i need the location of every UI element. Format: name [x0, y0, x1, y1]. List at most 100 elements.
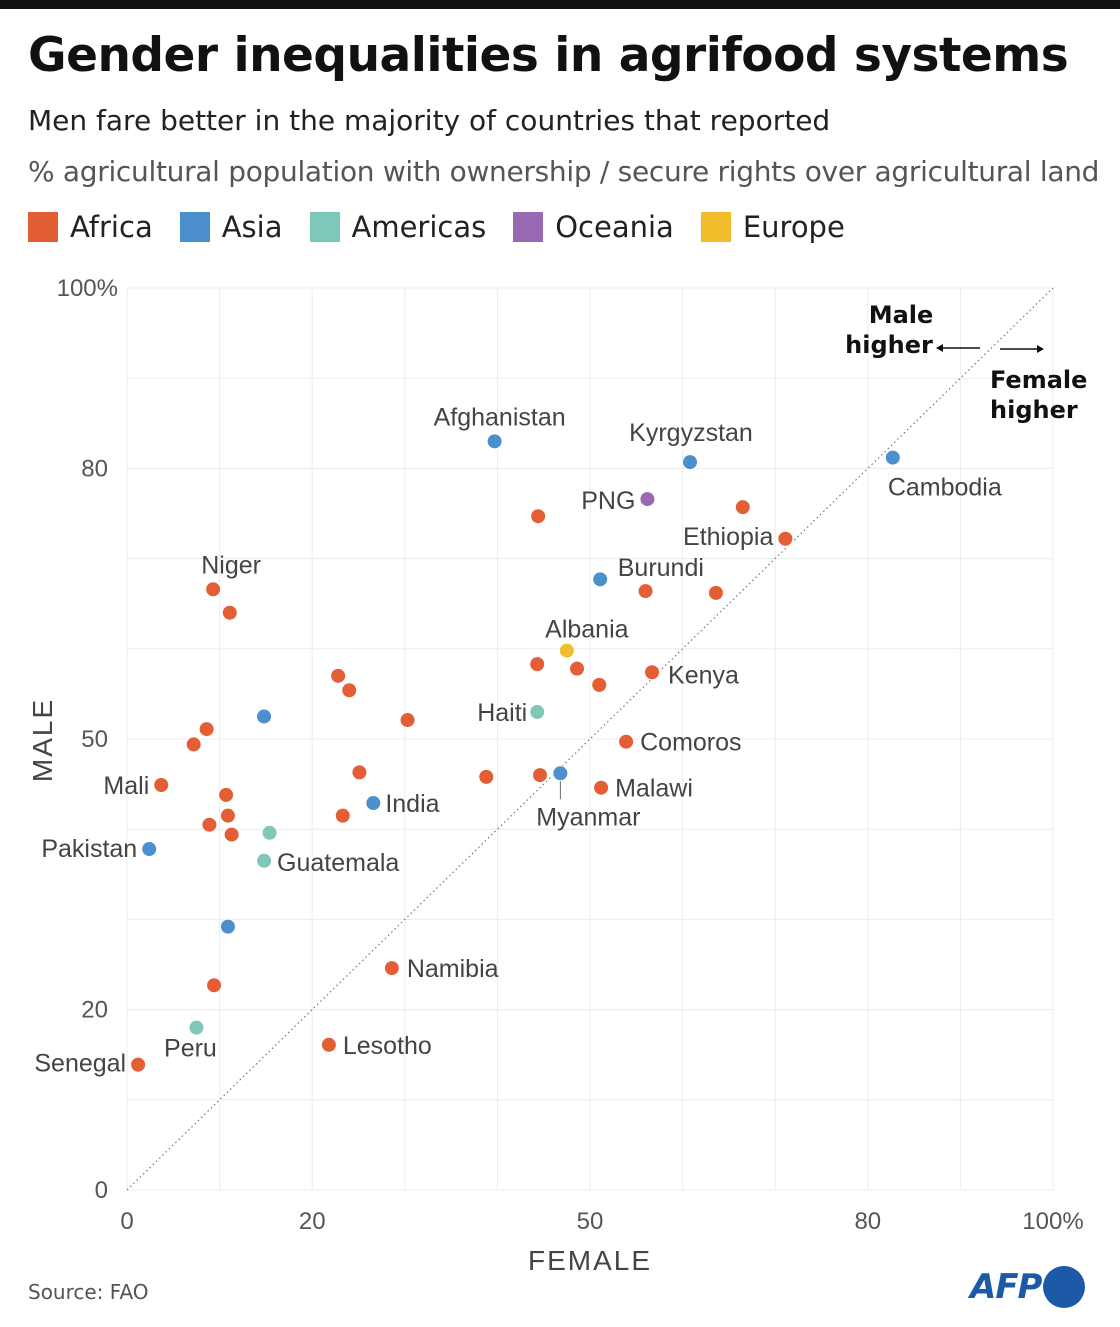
- legend-label: Asia: [221, 210, 283, 244]
- x-tick-label: 80: [854, 1208, 881, 1235]
- legend-label: Oceania: [555, 210, 674, 244]
- chart-title: Gender inequalities in agrifood systems: [28, 28, 1069, 83]
- point-label: Guatemala: [277, 849, 399, 877]
- data-point-africa: [153, 777, 170, 794]
- data-point-africa: [777, 530, 794, 547]
- afp-logo-text: AFP: [970, 1267, 1042, 1307]
- data-point-africa: [591, 676, 608, 693]
- top-bar: [0, 0, 1120, 9]
- data-point-africa: [644, 664, 661, 681]
- legend-item-asia: Asia: [179, 210, 283, 244]
- data-point-africa: [334, 807, 351, 824]
- data-point-americas: [188, 1019, 205, 1036]
- point-label: India: [385, 790, 439, 818]
- legend-swatch: [700, 212, 731, 242]
- arrow-right-head: [1037, 345, 1044, 353]
- point-label: Burundi: [618, 554, 704, 582]
- data-point-africa: [707, 584, 724, 601]
- data-point-africa: [351, 764, 368, 781]
- data-point-africa: [569, 660, 586, 677]
- legend-swatch: [309, 212, 340, 242]
- data-point-asia: [141, 841, 158, 858]
- data-point-africa: [618, 733, 635, 750]
- legend-item-americas: Americas: [309, 210, 487, 244]
- chart-description: % agricultural population with ownership…: [28, 155, 1100, 188]
- data-point-africa: [734, 499, 751, 516]
- point-label: Mali: [103, 772, 149, 800]
- point-label: Kyrgyzstan: [629, 419, 753, 447]
- afp-logo-dot: [1043, 1266, 1086, 1308]
- chart-subtitle: Men fare better in the majority of count…: [28, 104, 831, 137]
- data-point-americas: [256, 852, 273, 869]
- point-label: Malawi: [615, 775, 693, 803]
- afp-logo: AFP: [970, 1266, 1086, 1308]
- legend-label: Americas: [351, 210, 487, 244]
- data-point-africa: [130, 1056, 147, 1073]
- y-tick-label: 80: [81, 455, 108, 482]
- point-label: Haiti: [477, 699, 527, 727]
- y-tick-label: 100%: [57, 275, 118, 302]
- point-label: Afghanistan: [434, 403, 566, 431]
- data-point-asia: [486, 433, 503, 450]
- data-point-asia: [552, 765, 569, 782]
- data-point-africa: [399, 712, 416, 729]
- point-label: Comoros: [640, 729, 741, 757]
- x-tick-label: 50: [577, 1208, 604, 1235]
- legend-item-oceania: Oceania: [513, 210, 674, 244]
- x-tick-label: 100%: [1022, 1208, 1083, 1235]
- data-point-africa: [383, 960, 400, 977]
- data-point-africa: [221, 604, 238, 621]
- data-point-africa: [593, 779, 610, 796]
- data-point-oceania: [639, 491, 656, 508]
- point-label: Niger: [201, 551, 261, 579]
- point-label: Myanmar: [536, 803, 640, 831]
- y-tick-label: 50: [81, 726, 108, 753]
- point-label: Ethiopia: [683, 523, 773, 551]
- arrow-left-head: [936, 344, 943, 352]
- data-point-africa: [330, 667, 347, 684]
- legend-item-africa: Africa: [28, 210, 153, 244]
- data-point-asia: [256, 708, 273, 725]
- data-point-africa: [219, 807, 236, 824]
- point-label: PNG: [581, 487, 635, 515]
- legend: Africa Asia Americas Oceania Europe: [28, 210, 872, 244]
- data-point-africa: [198, 721, 215, 738]
- annotation-male-higher: Male: [869, 301, 934, 329]
- data-point-europe: [558, 642, 575, 659]
- legend-swatch: [179, 212, 210, 242]
- legend-swatch: [513, 212, 544, 242]
- data-point-africa: [223, 826, 240, 843]
- data-point-africa: [320, 1036, 337, 1053]
- legend-label: Africa: [70, 210, 153, 244]
- point-label: Cambodia: [888, 474, 1002, 502]
- data-point-africa: [530, 508, 547, 525]
- point-label: Namibia: [407, 955, 499, 983]
- point-label: Albania: [545, 616, 628, 644]
- data-point-africa: [206, 977, 223, 994]
- data-point-africa: [341, 682, 358, 699]
- data-point-africa: [185, 736, 202, 753]
- legend-swatch: [28, 212, 58, 242]
- data-point-africa: [201, 816, 218, 833]
- data-point-africa: [478, 768, 495, 785]
- data-point-americas: [529, 703, 546, 720]
- legend-item-europe: Europe: [700, 210, 845, 244]
- x-tick-label: 0: [120, 1208, 133, 1235]
- source-note: Source: FAO: [28, 1280, 149, 1304]
- data-point-africa: [637, 583, 654, 600]
- point-label: Lesotho: [343, 1032, 432, 1060]
- point-label: Senegal: [34, 1050, 126, 1078]
- x-tick-label: 20: [299, 1208, 326, 1235]
- annotation-female-higher: Female: [990, 366, 1087, 394]
- point-label: Pakistan: [41, 835, 137, 863]
- annotation-female-higher: higher: [990, 396, 1078, 424]
- x-axis-label: FEMALE: [528, 1245, 652, 1276]
- point-label: Peru: [164, 1035, 217, 1063]
- data-point-africa: [531, 767, 548, 784]
- annotation-male-higher: higher: [845, 331, 933, 359]
- data-point-africa: [205, 581, 222, 598]
- data-point-americas: [261, 824, 278, 841]
- y-tick-label: 0: [95, 1177, 108, 1204]
- data-point-asia: [884, 449, 901, 466]
